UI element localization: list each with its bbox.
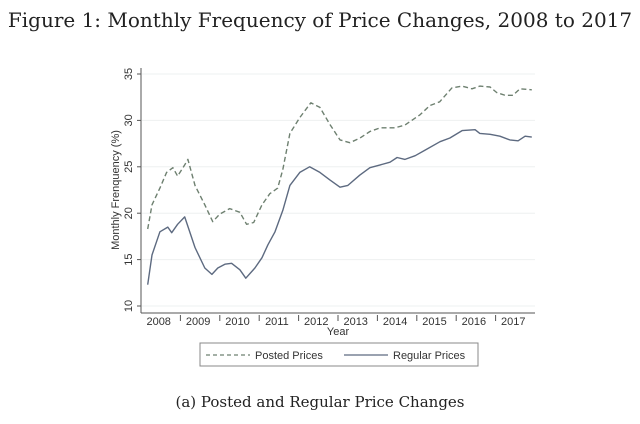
x-tick-label: 2013 [343,316,367,328]
legend: Posted Prices Regular Prices [199,342,479,367]
y-tick-label: 35 [123,68,135,80]
grid-lines [142,73,535,307]
x-tick-label: 2015 [422,316,446,328]
y-tick-label: 15 [123,253,135,265]
x-tick-label: 2011 [265,316,289,328]
x-tick-label: 2017 [501,316,525,328]
series-line-regular-prices [147,129,532,285]
y-axis-title: Monthly Frenquency (%) [110,130,122,250]
series-line-posted-prices [147,85,532,230]
x-tick-label: 2008 [146,316,170,328]
series-lines [147,85,532,285]
y-tick-label: 25 [123,161,135,173]
x-tick-label: 2009 [186,316,210,328]
legend-label-posted: Posted Prices [255,350,323,362]
legend-box [199,342,479,367]
x-tick-label: 2012 [304,316,328,328]
y-tick-label: 20 [123,207,135,219]
figure-title: Figure 1: Monthly Frequency of Price Cha… [7,8,633,32]
axes: 10 15 20 25 30 35 2008 2009 2010 2011 2012 2013 2014… [123,68,535,328]
y-tick-label: 10 [123,300,135,312]
legend-label-regular: Regular Prices [393,350,466,362]
x-tick-label: 2014 [383,316,407,328]
x-axis-title: Year [327,326,350,338]
x-tick-label: 2016 [462,316,486,328]
figure-caption: (a) Posted and Regular Price Changes [175,393,465,411]
y-tick-label: 30 [123,114,135,126]
x-tick-label: 2010 [225,316,249,328]
